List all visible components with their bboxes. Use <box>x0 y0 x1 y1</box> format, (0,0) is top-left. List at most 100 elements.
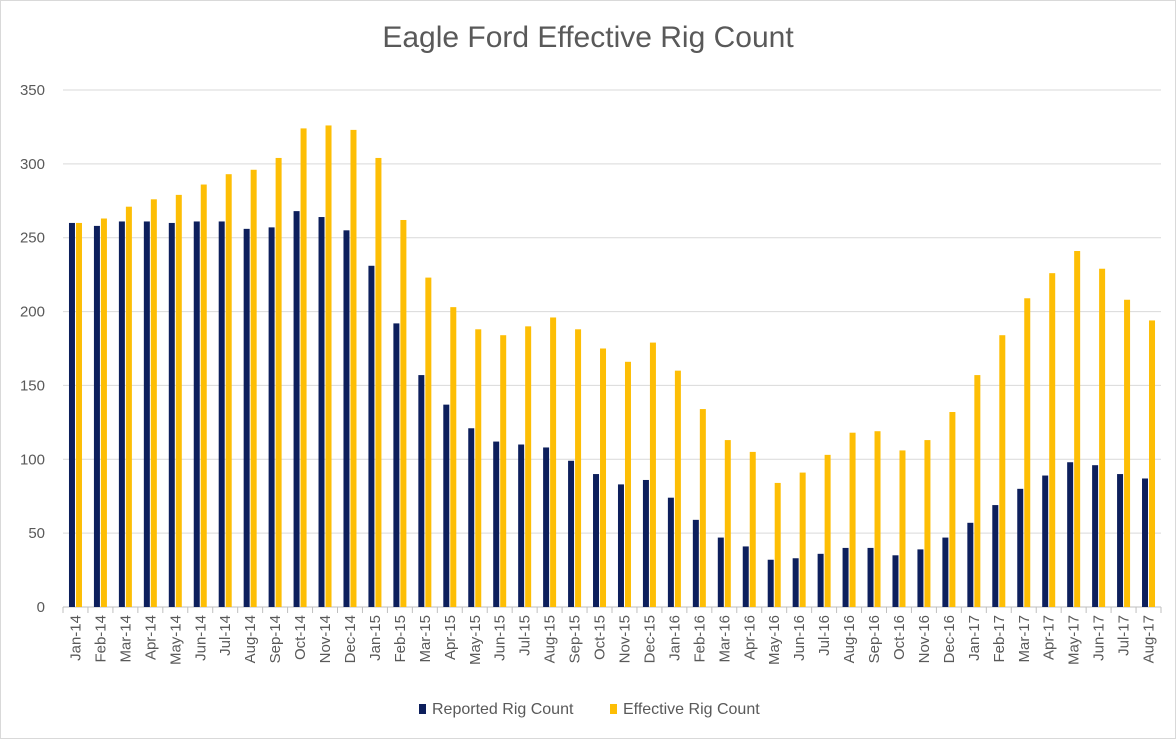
x-tick-label: Apr-16 <box>741 615 758 660</box>
reported-rig-bar <box>143 221 150 608</box>
reported-rig-bar <box>468 428 475 607</box>
effective-rig-bar <box>500 335 507 607</box>
effective-rig-bar <box>849 432 856 607</box>
legend-label-reported: Reported Rig Count <box>432 701 574 718</box>
effective-rig-bar <box>350 129 357 607</box>
x-tick-label: Oct-14 <box>292 615 309 660</box>
effective-rig-bar <box>1024 298 1031 607</box>
y-tick-label: 250 <box>20 230 45 247</box>
reported-rig-bar <box>1042 475 1049 607</box>
effective-rig-bar <box>699 409 706 607</box>
x-tick-label: Jun-15 <box>492 615 509 661</box>
reported-rig-bar <box>318 217 325 607</box>
x-tick-label: Feb-16 <box>691 615 708 663</box>
x-tick-label: Jun-16 <box>791 615 808 661</box>
reported-rig-bar <box>593 474 600 607</box>
effective-rig-bar <box>1149 320 1156 607</box>
effective-rig-bar <box>974 375 981 607</box>
x-tick-label: Jun-17 <box>1091 615 1108 661</box>
y-axis: 0 50 100 150 200 250 300 350 <box>20 82 45 616</box>
x-tick-label: Mar-15 <box>417 615 434 663</box>
reported-rig-bar <box>792 558 799 607</box>
effective-rig-bar <box>649 342 656 607</box>
effective-rig-bar <box>75 222 82 607</box>
x-tick-label: May-15 <box>467 615 484 665</box>
effective-rig-bar <box>475 329 482 607</box>
reported-rig-bar <box>1017 488 1024 607</box>
x-tick-label: May-16 <box>766 615 783 665</box>
x-tick-label: Dec-16 <box>941 615 958 663</box>
x-tick-label: Mar-14 <box>117 615 134 663</box>
effective-rig-bar <box>724 440 731 607</box>
reported-rig-bar <box>193 221 200 608</box>
reported-rig-bar <box>1067 462 1074 607</box>
y-tick-label: 350 <box>20 82 45 99</box>
reported-rig-bar <box>218 221 225 608</box>
reported-rig-bar <box>1142 478 1149 607</box>
x-axis: Jan-14 Feb-14 Mar-14 Apr-14 May-14 Jun-14 Jul-… <box>62 607 1162 665</box>
effective-rig-bar <box>250 169 257 607</box>
effective-rig-bar <box>1049 273 1056 607</box>
reported-rig-bar <box>518 444 525 607</box>
effective-rig-bar <box>400 219 407 607</box>
reported-rig-bar <box>1092 465 1099 607</box>
reported-rig-bar <box>118 221 125 608</box>
x-tick-label: Apr-17 <box>1041 615 1058 660</box>
x-tick-label: Nov-15 <box>616 615 633 663</box>
x-tick-label: Feb-14 <box>92 615 109 663</box>
effective-rig-bar <box>225 174 232 607</box>
x-tick-label: Jun-14 <box>192 615 209 661</box>
reported-rig-bar <box>493 441 500 607</box>
x-tick-label: Dec-15 <box>641 615 658 663</box>
x-tick-label: Jul-16 <box>816 615 833 656</box>
x-tick-label: Nov-14 <box>317 615 334 663</box>
effective-rig-bar <box>550 317 557 607</box>
effective-rig-bar <box>200 184 207 607</box>
effective-rig-bar <box>575 329 582 607</box>
reported-rig-bar <box>742 546 749 607</box>
reported-rig-bar <box>817 553 824 607</box>
y-tick-label: 300 <box>20 156 45 173</box>
y-tick-label: 150 <box>20 377 45 394</box>
x-tick-label: Mar-16 <box>716 615 733 663</box>
x-tick-label: Aug-15 <box>542 615 559 663</box>
reported-rig-bar <box>692 519 699 607</box>
legend: Reported Rig Count Effective Rig Count <box>419 701 760 718</box>
x-tick-label: May-14 <box>167 615 184 665</box>
reported-rig-bar <box>642 479 649 607</box>
legend-swatch-reported <box>419 704 426 714</box>
effective-rig-bar <box>1124 299 1131 607</box>
reported-rig-bar <box>418 375 425 607</box>
x-tick-label: Oct-15 <box>592 615 609 660</box>
y-tick-label: 100 <box>20 451 45 468</box>
reported-rig-bar <box>717 537 724 607</box>
x-tick-label: Jul-14 <box>217 615 234 656</box>
x-tick-label: Jul-17 <box>1116 615 1133 656</box>
reported-rig-bar <box>368 265 375 607</box>
x-tick-label: Sep-16 <box>866 615 883 663</box>
x-tick-label: Jul-15 <box>517 615 534 656</box>
effective-rig-bar <box>749 451 756 607</box>
effective-rig-bar <box>774 482 781 607</box>
effective-rig-bar <box>874 431 881 607</box>
x-tick-label: Jan-15 <box>367 615 384 661</box>
effective-rig-bar <box>949 412 956 607</box>
effective-rig-bar <box>824 454 831 607</box>
reported-rig-bar <box>68 222 75 607</box>
x-tick-label: Aug-17 <box>1141 615 1158 663</box>
effective-rig-bar <box>125 206 132 608</box>
x-tick-label: Jan-16 <box>666 615 683 661</box>
x-tick-label: Aug-16 <box>841 615 858 663</box>
x-tick-label: Nov-16 <box>916 615 933 663</box>
effective-rig-bar <box>799 472 806 607</box>
effective-rig-bar <box>425 277 432 607</box>
chart-title: Eagle Ford Effective Rig Count <box>382 21 794 54</box>
effective-rig-bar <box>924 440 931 607</box>
legend-label-effective: Effective Rig Count <box>623 701 760 718</box>
reported-rig-bar <box>942 537 949 607</box>
reported-rig-bar <box>93 225 100 607</box>
effective-rig-bar <box>1074 251 1081 607</box>
reported-rig-bar <box>243 228 250 607</box>
